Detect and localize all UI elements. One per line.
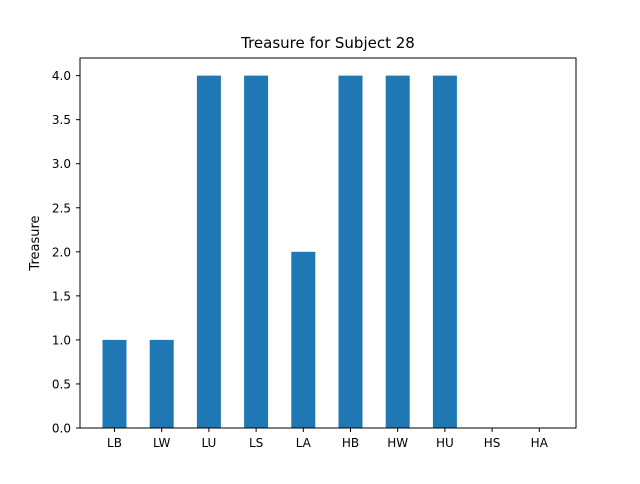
y-tick-label: 3.0: [52, 157, 71, 171]
y-tick-label: 0.5: [52, 377, 71, 391]
x-tick-label: LU: [201, 436, 216, 450]
bar-lu: [196, 75, 221, 429]
bar-lb: [102, 339, 127, 428]
y-axis-label: Treasure: [28, 215, 43, 271]
x-axis-ticks: LB LW LU LS LA HB HW HU HS HA: [107, 428, 549, 450]
y-tick-label: 2.5: [52, 201, 71, 215]
bar-hb: [338, 75, 363, 429]
y-tick-label: 3.5: [52, 113, 71, 127]
bar-hw: [385, 75, 410, 429]
bar-lw: [149, 339, 174, 428]
y-tick-label: 1.0: [52, 333, 71, 347]
x-tick-label: HW: [387, 436, 408, 450]
x-tick-label: HS: [484, 436, 501, 450]
x-tick-label: HA: [531, 436, 549, 450]
y-tick-label: 2.0: [52, 245, 71, 259]
x-tick-label: LS: [249, 436, 263, 450]
bars-group: [102, 75, 457, 429]
bar-la: [291, 251, 316, 428]
y-tick-label: 0.0: [52, 422, 71, 436]
plot-frame: [79, 57, 577, 429]
x-tick-label: HB: [342, 436, 359, 450]
x-tick-label: HU: [436, 436, 454, 450]
x-tick-label: LA: [296, 436, 312, 450]
y-tick-label: 1.5: [52, 289, 71, 303]
bar-ls: [244, 75, 269, 429]
x-tick-label: LW: [153, 436, 171, 450]
bar-hu: [432, 75, 457, 429]
y-axis-ticks: 0.0 0.5 1.0 1.5 2.0 2.5 3.0 3.5 4.0: [52, 69, 80, 436]
chart-title: Treasure for Subject 28: [240, 34, 415, 52]
y-tick-label: 4.0: [52, 69, 71, 83]
x-tick-label: LB: [107, 436, 122, 450]
